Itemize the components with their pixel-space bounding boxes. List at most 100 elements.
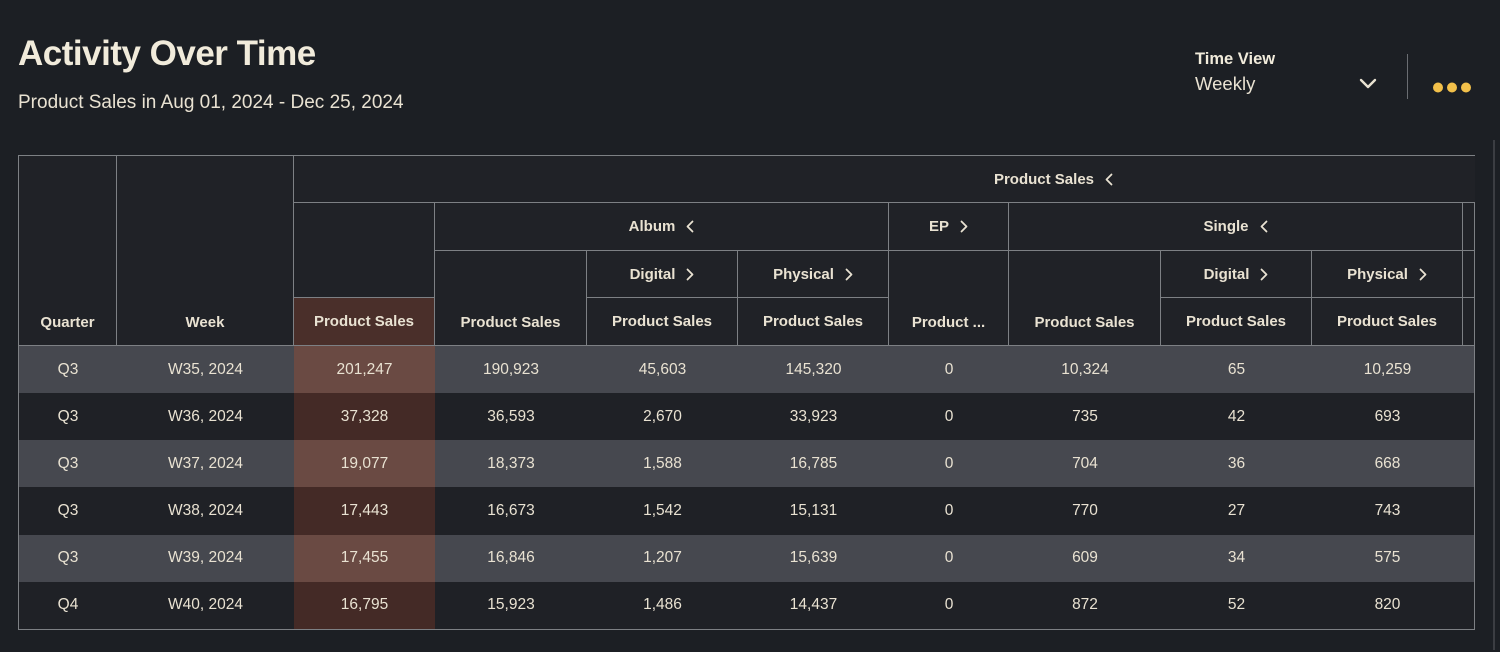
- cell-total: 16,795: [294, 581, 435, 629]
- cell-album-digital: 45,603: [638, 360, 687, 378]
- cell-week: W37, 2024: [168, 454, 243, 472]
- cell-single: 704: [1072, 454, 1098, 472]
- cell-quarter: Q3: [57, 407, 79, 425]
- cell-ep: 0: [944, 407, 954, 425]
- cell-ep: 0: [944, 502, 954, 520]
- pivot-table: Quarter Week Product Sales Product Sales…: [18, 155, 1475, 630]
- leaf-header-single-total[interactable]: Product Sales: [1009, 251, 1161, 346]
- leaf-header-album-physical[interactable]: Product Sales: [738, 298, 889, 346]
- chevron-left-icon: [1260, 220, 1268, 233]
- cell-ep: 0: [944, 549, 954, 567]
- cell-album-digital: 1,486: [643, 596, 682, 614]
- cell-quarter: Q4: [57, 596, 79, 614]
- table-body: Q3 W35, 2024 201,247 190,923 45,603 145,…: [19, 346, 1474, 629]
- cell-album: 36,593: [487, 407, 535, 425]
- cell-week: W40, 2024: [168, 596, 243, 614]
- group-header-album[interactable]: Album: [435, 203, 889, 251]
- cell-single-physical: 10,259: [1363, 360, 1412, 378]
- cell-single: 735: [1072, 407, 1098, 425]
- vertical-scrollbar[interactable]: [1493, 140, 1495, 650]
- cell-total: 17,443: [294, 487, 435, 535]
- table-row: Q3 W38, 2024 17,443 16,673 1,542 15,131 …: [19, 487, 1474, 535]
- cell-album-physical: 14,437: [789, 596, 838, 614]
- cell-album: 16,846: [487, 549, 535, 567]
- cell-quarter: Q3: [57, 454, 79, 472]
- chevron-right-icon: [686, 268, 694, 281]
- subgroup-header-single-physical[interactable]: Physical: [1312, 251, 1463, 298]
- cell-album-digital: 1,542: [643, 502, 682, 520]
- col-header-quarter[interactable]: Quarter: [19, 156, 117, 346]
- cell-total: 201,247: [294, 346, 435, 394]
- subgroup-header-album-physical[interactable]: Physical: [738, 251, 889, 298]
- total-column-spacer: [294, 203, 435, 298]
- cell-week: W35, 2024: [168, 360, 243, 378]
- cell-single-digital: 42: [1227, 407, 1246, 425]
- cell-album-physical: 15,131: [789, 502, 838, 520]
- header-divider: [1407, 54, 1408, 99]
- cell-single-digital: 27: [1227, 502, 1246, 520]
- cell-single-physical: 668: [1374, 454, 1401, 472]
- group-header-single[interactable]: Single: [1009, 203, 1463, 251]
- chevron-down-icon: [1359, 78, 1377, 89]
- chevron-left-icon: [1105, 173, 1113, 186]
- leaf-header-product-sales-total[interactable]: Product Sales: [294, 298, 435, 346]
- time-view-value: Weekly: [1195, 73, 1256, 94]
- cell-album-physical: 33,923: [789, 407, 838, 425]
- chevron-right-icon: [1419, 268, 1427, 281]
- table-row: Q3 W37, 2024 19,077 18,373 1,588 16,785 …: [19, 440, 1474, 488]
- chevron-right-icon: [960, 220, 968, 233]
- cell-week: W38, 2024: [168, 502, 243, 520]
- cell-album-physical: 15,639: [789, 549, 838, 567]
- leaf-header-ep-total[interactable]: Product ...: [889, 251, 1009, 346]
- cell-album-digital: 1,588: [643, 454, 682, 472]
- cell-week: W36, 2024: [168, 407, 243, 425]
- leaf-header-album-digital[interactable]: Product Sales: [587, 298, 738, 346]
- cell-quarter: Q3: [57, 549, 79, 567]
- cell-clipped: [1463, 346, 1474, 393]
- table-row: Q4 W40, 2024 16,795 15,923 1,486 14,437 …: [19, 581, 1474, 629]
- cell-single: 10,324: [1061, 360, 1109, 378]
- subgroup-header-clipped: [1463, 251, 1474, 298]
- cell-quarter: Q3: [57, 502, 79, 520]
- leaf-header-single-physical[interactable]: Product Sales: [1312, 298, 1463, 346]
- cell-ep: 0: [944, 360, 954, 378]
- cell-single: 872: [1072, 596, 1098, 614]
- leaf-header-album-total[interactable]: Product Sales: [435, 251, 587, 346]
- cell-album-digital: 1,207: [643, 549, 682, 567]
- time-view-label: Time View: [1195, 50, 1276, 68]
- cell-album: 190,923: [482, 360, 540, 378]
- table-row: Q3 W36, 2024 37,328 36,593 2,670 33,923 …: [19, 393, 1474, 441]
- subgroup-header-single-digital[interactable]: Digital: [1161, 251, 1312, 298]
- cell-total: 37,328: [294, 393, 435, 441]
- cell-total: 19,077: [294, 440, 435, 488]
- overflow-menu-button[interactable]: [1428, 78, 1476, 100]
- page-title: Activity Over Time: [18, 34, 316, 73]
- subgroup-header-album-digital[interactable]: Digital: [587, 251, 738, 298]
- cell-single-digital: 65: [1227, 360, 1246, 378]
- cell-single-physical: 820: [1374, 596, 1401, 614]
- cell-single-digital: 34: [1227, 549, 1246, 567]
- table-row: Q3 W35, 2024 201,247 190,923 45,603 145,…: [19, 346, 1474, 394]
- time-view-dropdown[interactable]: Time View Weekly: [1195, 50, 1380, 100]
- cell-single-physical: 743: [1374, 502, 1401, 520]
- cell-album: 16,673: [487, 502, 535, 520]
- cell-total: 17,455: [294, 534, 435, 582]
- chevron-right-icon: [1260, 268, 1268, 281]
- page-subtitle: Product Sales in Aug 01, 2024 - Dec 25, …: [18, 92, 404, 113]
- leaf-header-clipped: [1463, 298, 1474, 346]
- leaf-header-single-digital[interactable]: Product Sales: [1161, 298, 1312, 346]
- group-header-clipped: [1463, 203, 1474, 251]
- cell-clipped: [1463, 440, 1474, 487]
- chevron-right-icon: [845, 268, 853, 281]
- col-header-week[interactable]: Week: [117, 156, 294, 346]
- ellipsis-icon: [1433, 80, 1471, 98]
- cell-single-digital: 36: [1227, 454, 1246, 472]
- cell-single: 770: [1072, 502, 1098, 520]
- group-header-ep[interactable]: EP: [889, 203, 1009, 251]
- cell-single: 609: [1072, 549, 1098, 567]
- table-row: Q3 W39, 2024 17,455 16,846 1,207 15,639 …: [19, 534, 1474, 582]
- cell-single-physical: 693: [1374, 407, 1401, 425]
- group-header-product-sales[interactable]: Product Sales: [294, 156, 1475, 203]
- cell-album: 15,923: [487, 596, 535, 614]
- cell-clipped: [1463, 487, 1474, 534]
